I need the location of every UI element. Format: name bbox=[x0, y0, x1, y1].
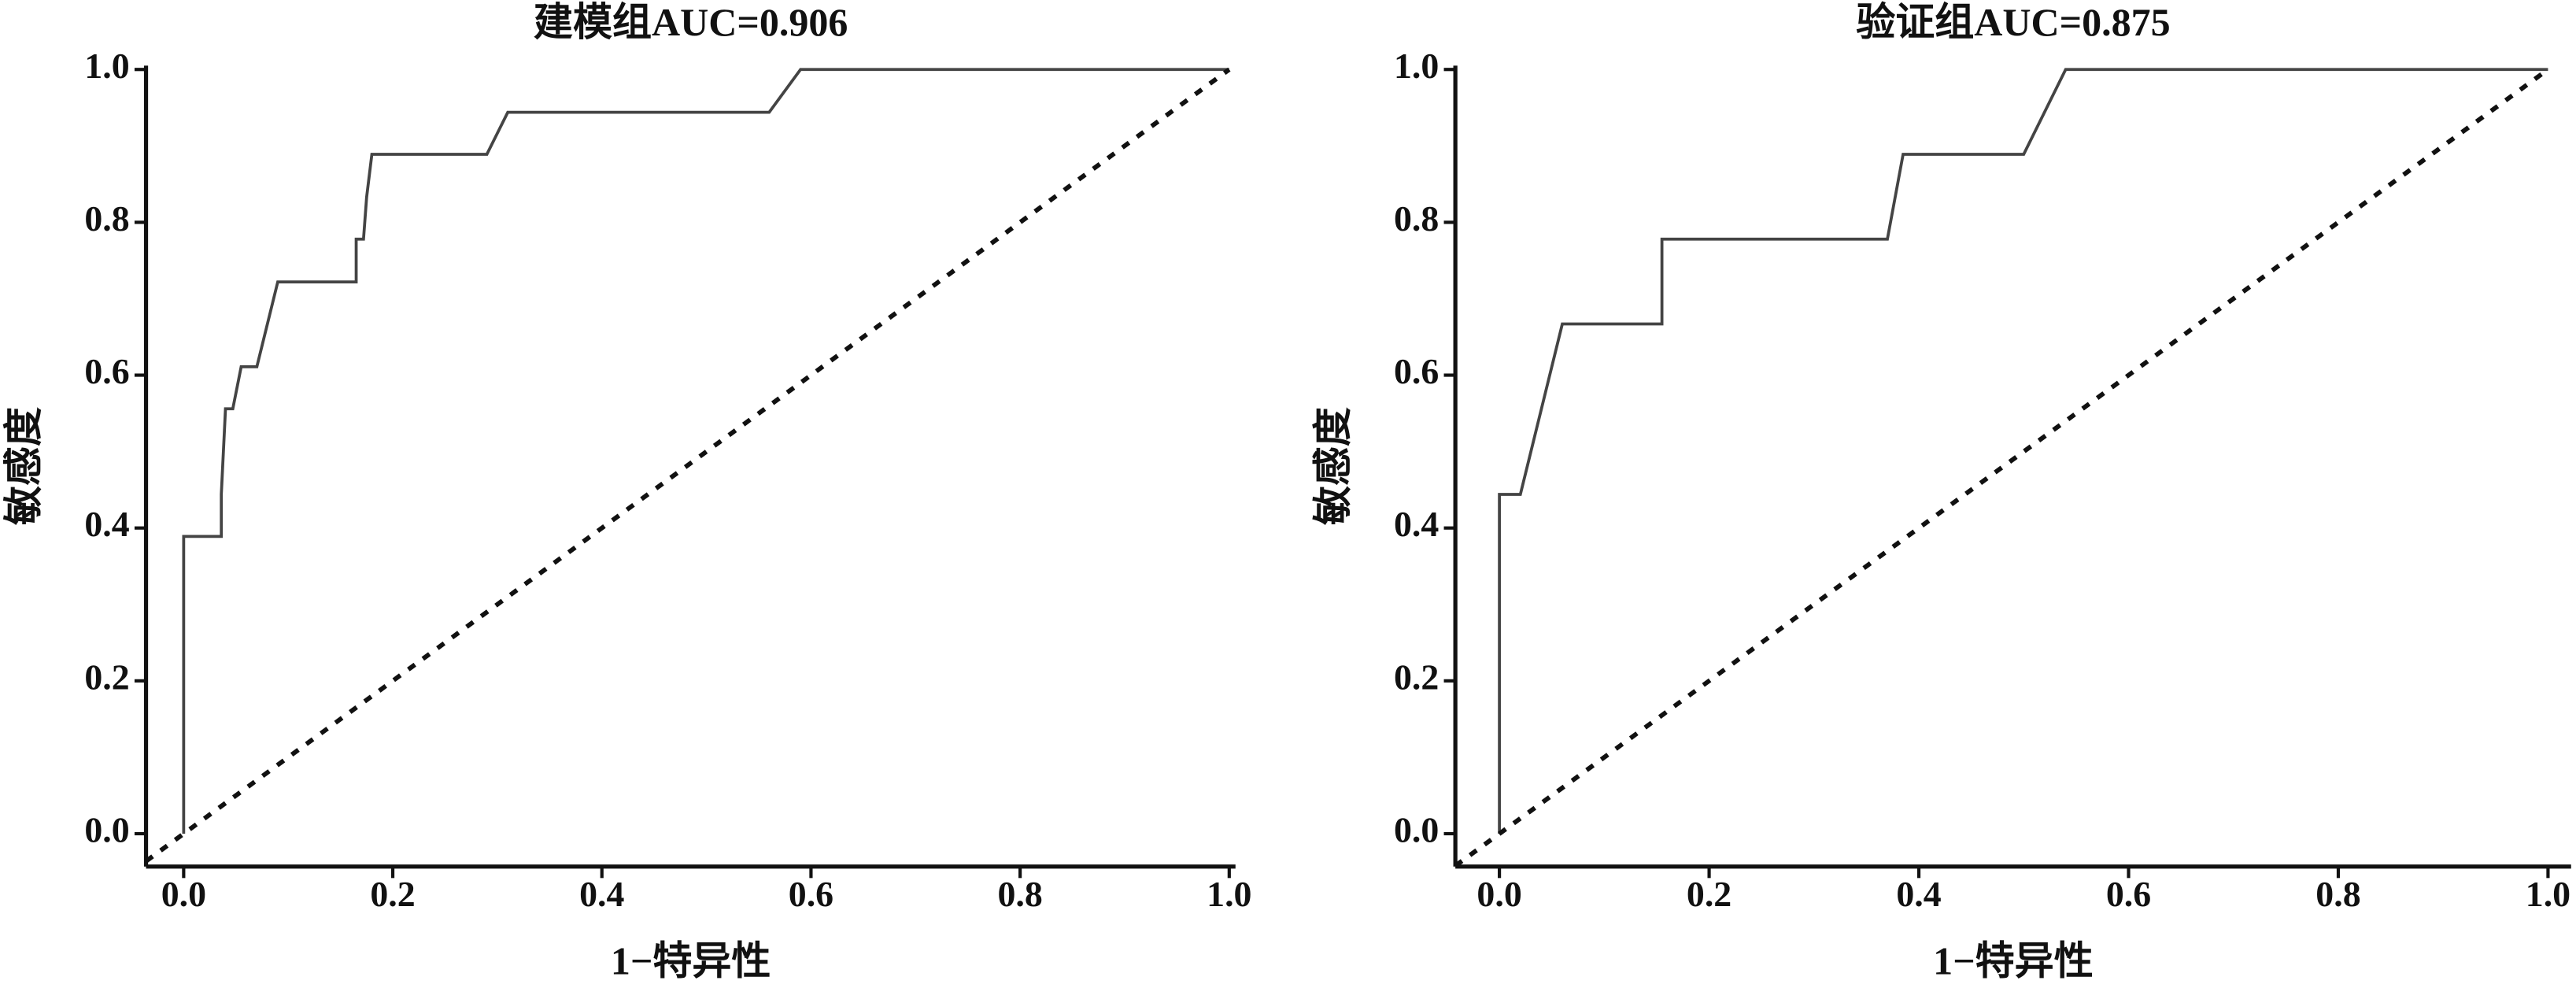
roc-curve bbox=[1498, 68, 2548, 834]
y-tick-label: 0.8 bbox=[84, 198, 129, 239]
chart-title: 建模组AUC=0.906 bbox=[534, 0, 848, 44]
x-tick-label: 0.4 bbox=[579, 874, 624, 914]
x-tick-label: 0.0 bbox=[161, 874, 206, 914]
x-tick-label: 0.6 bbox=[789, 874, 833, 914]
y-tick-label: 0.4 bbox=[84, 504, 129, 544]
x-tick-label: 0.8 bbox=[2315, 874, 2360, 914]
x-axis-label: 1−特异性 bbox=[611, 938, 771, 982]
x-tick-label: 0.4 bbox=[1896, 874, 1941, 914]
y-tick-label: 0.2 bbox=[1394, 657, 1439, 697]
x-tick-label: 0.2 bbox=[370, 874, 415, 914]
roc-curve bbox=[182, 68, 1229, 834]
x-tick-label: 1.0 bbox=[2526, 874, 2570, 914]
y-tick-label: 0.8 bbox=[1394, 198, 1439, 239]
y-axis-label: 敏感度 bbox=[2, 407, 46, 525]
y-tick-label: 0.6 bbox=[84, 351, 129, 391]
y-axis-label: 敏感度 bbox=[1311, 407, 1355, 525]
x-axis-label: 1−特异性 bbox=[1933, 938, 2094, 982]
reference-line bbox=[1454, 67, 2550, 868]
y-tick-label: 0.6 bbox=[1394, 351, 1439, 391]
y-tick-label: 1.0 bbox=[1394, 46, 1439, 86]
y-tick-label: 0.2 bbox=[84, 657, 129, 697]
x-tick-label: 0.0 bbox=[1476, 874, 1521, 914]
reference-line bbox=[144, 67, 1231, 864]
y-tick-label: 0.4 bbox=[1394, 504, 1439, 544]
x-tick-label: 0.6 bbox=[2106, 874, 2151, 914]
y-tick-label: 0.0 bbox=[84, 810, 129, 850]
chart-title: 验证组AUC=0.875 bbox=[1856, 0, 2170, 44]
y-tick-label: 1.0 bbox=[84, 46, 129, 86]
x-tick-label: 0.8 bbox=[997, 874, 1042, 914]
x-tick-label: 0.2 bbox=[1687, 874, 1732, 914]
x-tick-label: 1.0 bbox=[1207, 874, 1251, 914]
y-tick-label: 0.0 bbox=[1394, 810, 1439, 850]
